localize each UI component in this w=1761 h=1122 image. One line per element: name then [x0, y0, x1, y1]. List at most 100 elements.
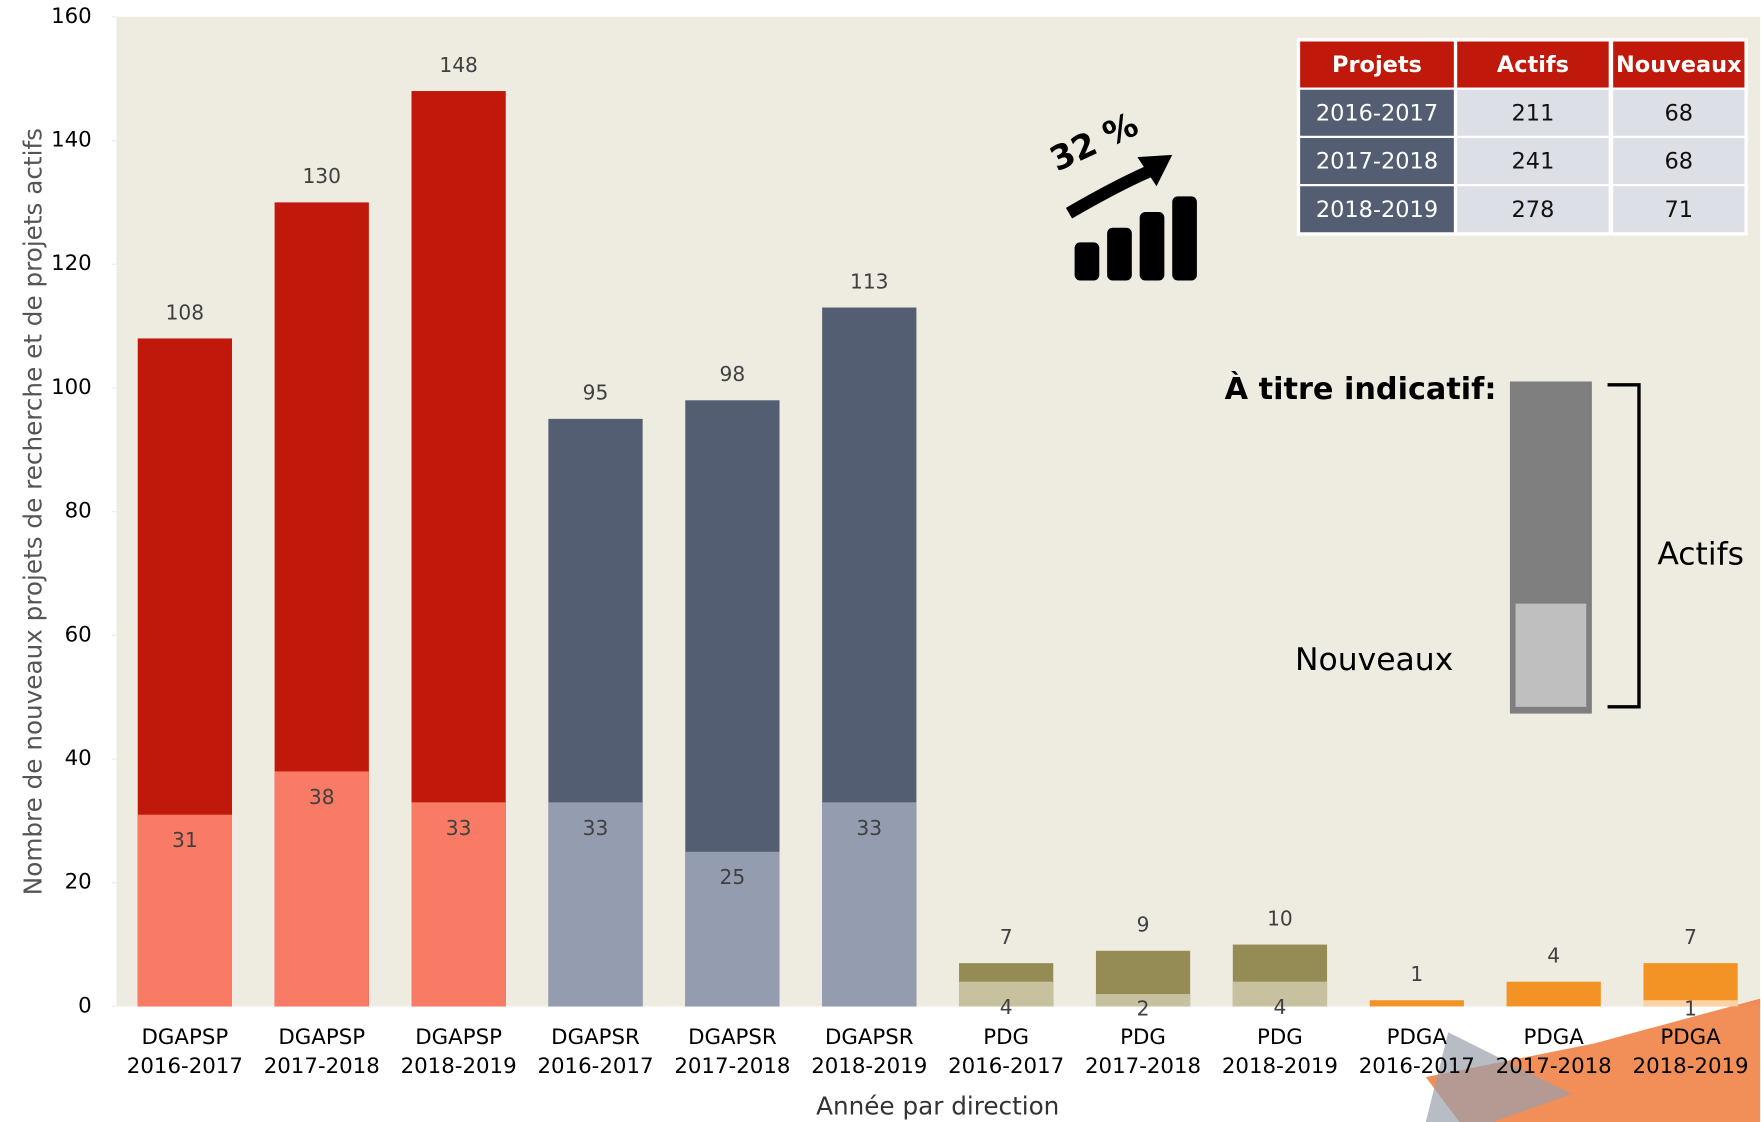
x-tick-label: 2017-2018 — [1496, 1054, 1612, 1079]
y-axis-title: Nombre de nouveaux projets de recherche … — [19, 128, 48, 895]
y-tick-label: 0 — [78, 993, 92, 1018]
x-tick-label: 2017-2018 — [264, 1054, 380, 1079]
table-cell — [1457, 186, 1609, 233]
x-tick-label: PDGA — [1524, 1025, 1585, 1050]
table-cell — [1300, 186, 1454, 233]
x-tick-label: 2016-2017 — [537, 1054, 653, 1079]
cell-text: 278 — [1512, 197, 1555, 223]
x-tick-label: DGAPSR — [825, 1025, 914, 1050]
bar — [1232, 981, 1328, 1007]
legend-title: À titre indicatif: — [1225, 371, 1497, 407]
bar — [274, 771, 369, 1007]
y-tick-label: 40 — [65, 746, 92, 771]
x-tick-label: PDG — [1257, 1025, 1303, 1050]
value-label: 33 — [446, 816, 472, 840]
bar — [548, 802, 643, 1007]
value-label: 25 — [720, 865, 746, 889]
x-tick-label: 2016-2017 — [1359, 1054, 1475, 1079]
value-label: 33 — [856, 816, 882, 840]
value-label: 1 — [1684, 996, 1697, 1020]
header-cell — [1457, 41, 1609, 88]
y-tick-label: 20 — [65, 870, 92, 895]
y-tick-label: 160 — [51, 4, 92, 29]
x-tick-label: 2017-2018 — [1085, 1054, 1201, 1079]
value-label: 95 — [583, 381, 609, 405]
cell-text: 2016-2017 — [1316, 100, 1438, 126]
bar — [1643, 963, 1738, 1007]
value-label: 33 — [583, 816, 609, 840]
x-tick-label: PDG — [983, 1025, 1029, 1050]
bar — [1506, 981, 1601, 1007]
x-tick-label: DGAPSR — [551, 1025, 640, 1050]
bar — [137, 814, 232, 1007]
x-tick-label: 2018-2019 — [1633, 1054, 1749, 1079]
value-label: 10 — [1267, 906, 1293, 930]
value-label: 148 — [439, 53, 478, 77]
legend-bracket — [1607, 383, 1641, 709]
cell-text: 241 — [1512, 149, 1555, 175]
x-tick-label: DGAPSR — [688, 1025, 777, 1050]
cell-text: 2018-2019 — [1316, 197, 1438, 223]
header-cell — [1300, 41, 1454, 88]
value-label: 38 — [309, 785, 335, 809]
x-tick-label: 2018-2019 — [1222, 1054, 1338, 1079]
header-cell — [1613, 41, 1745, 88]
y-tick-label: 60 — [65, 622, 92, 647]
decoration — [1425, 1032, 1572, 1122]
bar — [685, 851, 780, 1007]
cell-text: 71 — [1665, 197, 1694, 223]
value-label: 4 — [1547, 944, 1560, 968]
table-cell — [1613, 138, 1745, 185]
summary-table: Projets Actifs Nouveaux 2016-2017 211 68 2017-… — [1296, 38, 1748, 236]
y-tick-label: 100 — [51, 375, 92, 400]
bar — [1643, 1000, 1738, 1007]
value-label: 1 — [1410, 962, 1423, 986]
value-label: 9 — [1137, 913, 1150, 937]
value-label: 113 — [850, 269, 889, 293]
x-tick-label: 2018-2019 — [811, 1054, 927, 1079]
bar — [1369, 1000, 1464, 1007]
y-tick-label: 120 — [51, 251, 92, 276]
cell-text: 211 — [1512, 100, 1555, 126]
x-tick-label: DGAPSP — [142, 1025, 229, 1050]
x-tick-label: 2018-2019 — [401, 1054, 517, 1079]
bar — [411, 802, 506, 1007]
x-axis-title: Année par direction — [816, 1091, 1059, 1120]
y-tick-label: 140 — [51, 128, 92, 153]
legend-label: Nouveaux — [1295, 642, 1453, 678]
header-text: Actifs — [1497, 52, 1569, 78]
x-tick-label: 2016-2017 — [948, 1054, 1064, 1079]
value-label: 4 — [1274, 995, 1287, 1019]
legend-label: Actifs — [1657, 536, 1744, 572]
value-label: 4 — [1000, 995, 1013, 1019]
growth-icon — [1065, 154, 1197, 281]
x-tick-label: 2016-2017 — [127, 1054, 243, 1079]
table-cell — [1613, 89, 1745, 136]
value-label: 130 — [302, 164, 341, 188]
table-cell — [1457, 138, 1609, 185]
value-label: 31 — [172, 828, 198, 852]
bar — [1095, 994, 1191, 1007]
value-label: 2 — [1137, 996, 1150, 1020]
table-cell — [1300, 138, 1454, 185]
cell-text: 68 — [1665, 100, 1694, 126]
value-label: 108 — [166, 300, 205, 324]
x-tick-label: PDG — [1120, 1025, 1166, 1050]
x-tick-label: DGAPSP — [415, 1025, 502, 1050]
header-text: Nouveaux — [1616, 52, 1742, 78]
header-text: Projets — [1332, 52, 1422, 78]
bar — [959, 981, 1054, 1007]
x-tick-label: DGAPSP — [278, 1025, 365, 1050]
x-tick-label: PDGA — [1660, 1025, 1721, 1050]
legend-swatch — [1515, 603, 1587, 707]
y-tick-label: 80 — [65, 499, 92, 524]
value-label: 7 — [1684, 925, 1697, 949]
bar — [822, 802, 917, 1007]
value-label: 98 — [720, 362, 746, 386]
cell-text: 68 — [1665, 149, 1694, 175]
table-cell — [1457, 89, 1609, 136]
table-cell — [1300, 89, 1454, 136]
cell-text: 2017-2018 — [1316, 149, 1438, 175]
table-cell — [1613, 186, 1745, 233]
